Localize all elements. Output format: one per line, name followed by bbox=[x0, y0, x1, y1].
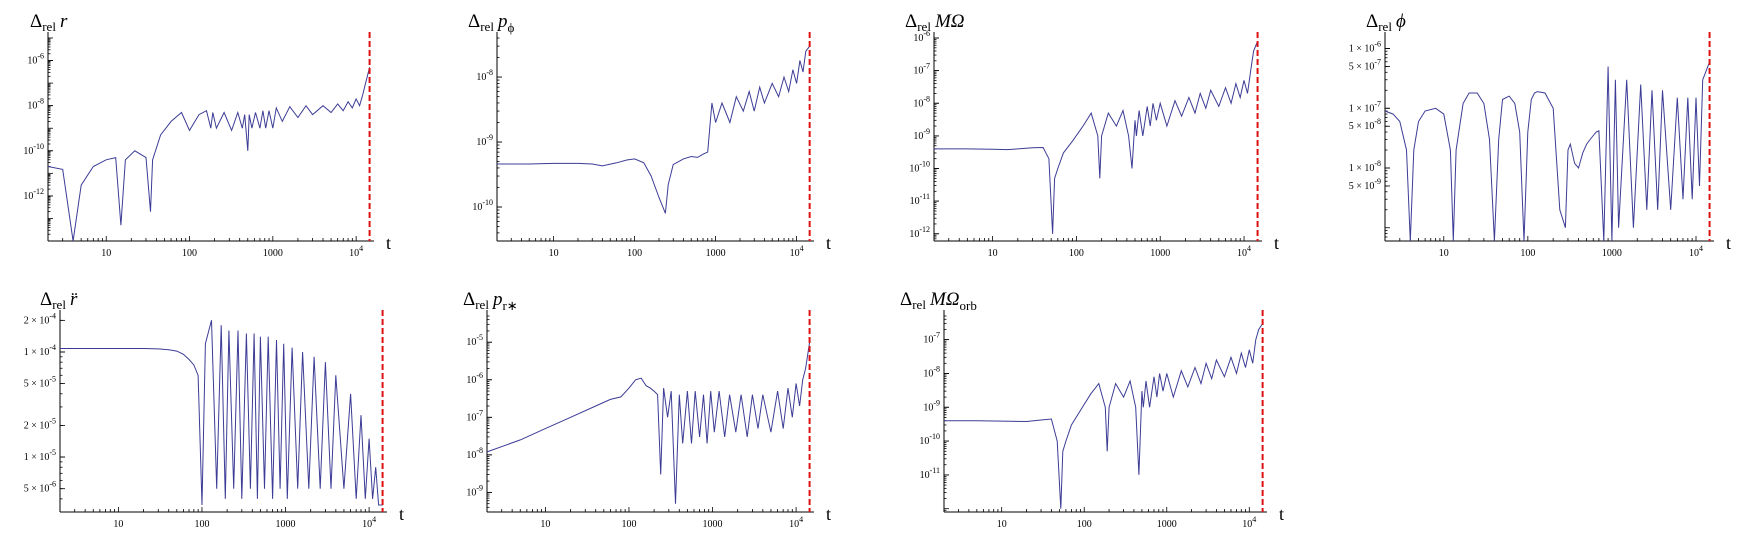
x-axis-label: t bbox=[826, 504, 831, 524]
x-tick-label: 1000 bbox=[276, 519, 296, 530]
y-tick-label: 5 × 10-5 bbox=[24, 375, 56, 390]
y-tick-label: 2 × 10-4 bbox=[24, 311, 56, 326]
chart-panel: Δrel ϕ 10 100 1000 104 t 5 × 10-9 1 × 10-8 5 × 10… bbox=[1349, 11, 1731, 259]
y-tick-label: 10-10 bbox=[919, 432, 940, 447]
y-tick-label: 5 × 10-9 bbox=[1349, 177, 1381, 192]
chart-panel: Δrel pϕ 10 100 1000 104 t 10-10 10-9 10-8 bbox=[468, 11, 831, 259]
x-tick-label: 1000 bbox=[263, 248, 283, 259]
x-tick-label: 100 bbox=[1520, 248, 1535, 259]
x-tick-label: 100 bbox=[182, 248, 197, 259]
x-tick-label: 100 bbox=[194, 519, 209, 530]
x-tick-label: 1000 bbox=[1157, 519, 1177, 530]
x-tick-label: 10 bbox=[113, 519, 123, 530]
chart-panel: Δrel r 10 100 1000 104 t 10-12 10-10 10-8 10-6 bbox=[23, 11, 391, 259]
x-tick-label: 100 bbox=[621, 519, 636, 530]
x-tick-label: 10 bbox=[988, 248, 998, 259]
chart-title: Δrel r bbox=[30, 11, 68, 34]
series-line bbox=[486, 342, 811, 504]
chart-title: Δrel ϕ bbox=[1366, 11, 1406, 34]
y-tick-label: 10-7 bbox=[913, 62, 930, 77]
x-tick-label: 104 bbox=[1689, 244, 1703, 259]
y-tick-label: 10-8 bbox=[466, 446, 483, 461]
y-tick-label: 10-8 bbox=[476, 68, 493, 83]
y-tick-label: 1 × 10-6 bbox=[1349, 40, 1381, 55]
x-tick-label: 100 bbox=[627, 248, 642, 259]
y-tick-label: 10-9 bbox=[466, 483, 483, 498]
chart-title: Δrel r̈ bbox=[40, 289, 78, 312]
x-tick-label: 10 bbox=[1439, 248, 1449, 259]
series-line bbox=[497, 45, 811, 214]
x-tick-label: 10 bbox=[101, 248, 111, 259]
y-tick-label: 10-7 bbox=[466, 408, 483, 423]
series-line bbox=[47, 67, 371, 242]
x-axis-label: t bbox=[399, 504, 404, 524]
y-tick-label: 10-9 bbox=[923, 398, 940, 413]
chart-panel: Δrel r̈ 10 100 1000 104 t 5 × 10-6 1 × 10-5 2 × 1… bbox=[24, 289, 404, 530]
chart-title: Δrel pϕ bbox=[468, 11, 514, 35]
chart-title: Δrel MΩ bbox=[905, 11, 965, 34]
x-axis-label: t bbox=[386, 233, 391, 253]
x-tick-label: 10 bbox=[549, 248, 559, 259]
series-line bbox=[944, 323, 1264, 509]
y-tick-label: 10-8 bbox=[923, 364, 940, 379]
y-tick-label: 10-11 bbox=[920, 466, 940, 481]
y-tick-label: 2 × 10-5 bbox=[24, 416, 56, 431]
y-tick-label: 1 × 10-7 bbox=[1349, 99, 1381, 114]
y-tick-label: 10-9 bbox=[476, 133, 493, 148]
y-tick-label: 1 × 10-5 bbox=[24, 448, 56, 463]
x-tick-label: 104 bbox=[362, 515, 376, 530]
y-tick-label: 10-9 bbox=[913, 127, 930, 142]
y-tick-label: 10-5 bbox=[466, 333, 483, 348]
y-tick-label: 10-8 bbox=[913, 94, 930, 109]
y-tick-label: 10-6 bbox=[913, 29, 930, 44]
y-tick-label: 10-12 bbox=[23, 187, 44, 202]
x-axis-label: t bbox=[1274, 233, 1279, 253]
series-line bbox=[1384, 61, 1711, 242]
y-tick-label: 10-6 bbox=[27, 52, 44, 67]
y-tick-label: 10-10 bbox=[23, 142, 44, 157]
x-tick-label: 1000 bbox=[1150, 248, 1170, 259]
y-tick-label: 1 × 10-4 bbox=[24, 343, 56, 358]
x-tick-label: 104 bbox=[790, 244, 804, 259]
chart-panel: Δrel pr∗ 10 100 1000 104 t 10-9 10-8 10-7 10-6 10-5 bbox=[463, 289, 831, 530]
x-tick-label: 1000 bbox=[703, 519, 723, 530]
x-tick-label: 104 bbox=[349, 244, 363, 259]
x-axis-label: t bbox=[1726, 233, 1731, 253]
series-line bbox=[934, 41, 1259, 234]
y-tick-label: 10-10 bbox=[909, 160, 930, 175]
y-tick-label: 5 × 10-8 bbox=[1349, 117, 1381, 132]
y-tick-label: 10-8 bbox=[27, 97, 44, 112]
x-axis-label: t bbox=[826, 233, 831, 253]
y-tick-label: 5 × 10-7 bbox=[1349, 58, 1381, 73]
series-line bbox=[60, 320, 383, 506]
x-tick-label: 104 bbox=[1242, 515, 1256, 530]
y-tick-label: 10-7 bbox=[923, 331, 940, 346]
y-tick-label: 10-10 bbox=[472, 198, 493, 213]
x-tick-label: 10 bbox=[997, 519, 1007, 530]
x-tick-label: 104 bbox=[1237, 244, 1251, 259]
y-tick-label: 10-6 bbox=[466, 371, 483, 386]
x-tick-label: 100 bbox=[1077, 519, 1092, 530]
chart-panel: Δrel MΩorb 10 100 1000 104 t 10-11 10-10 10-9 10-8… bbox=[900, 289, 1284, 530]
x-tick-label: 100 bbox=[1069, 248, 1084, 259]
x-axis-label: t bbox=[1279, 504, 1284, 524]
x-tick-label: 1000 bbox=[706, 248, 726, 259]
y-tick-label: 1 × 10-8 bbox=[1349, 159, 1381, 174]
chart-title: Δrel MΩorb bbox=[900, 289, 977, 313]
y-tick-label: 10-12 bbox=[909, 225, 930, 240]
x-tick-label: 1000 bbox=[1602, 248, 1622, 259]
y-tick-label: 10-11 bbox=[910, 192, 930, 207]
chart-title: Δrel pr∗ bbox=[463, 289, 518, 313]
x-tick-label: 104 bbox=[789, 515, 803, 530]
y-tick-label: 5 × 10-6 bbox=[24, 480, 56, 495]
chart-panel: Δrel MΩ 10 100 1000 104 t 10-12 10-11 10-10 10-9 10… bbox=[905, 11, 1279, 259]
x-tick-label: 10 bbox=[540, 519, 550, 530]
